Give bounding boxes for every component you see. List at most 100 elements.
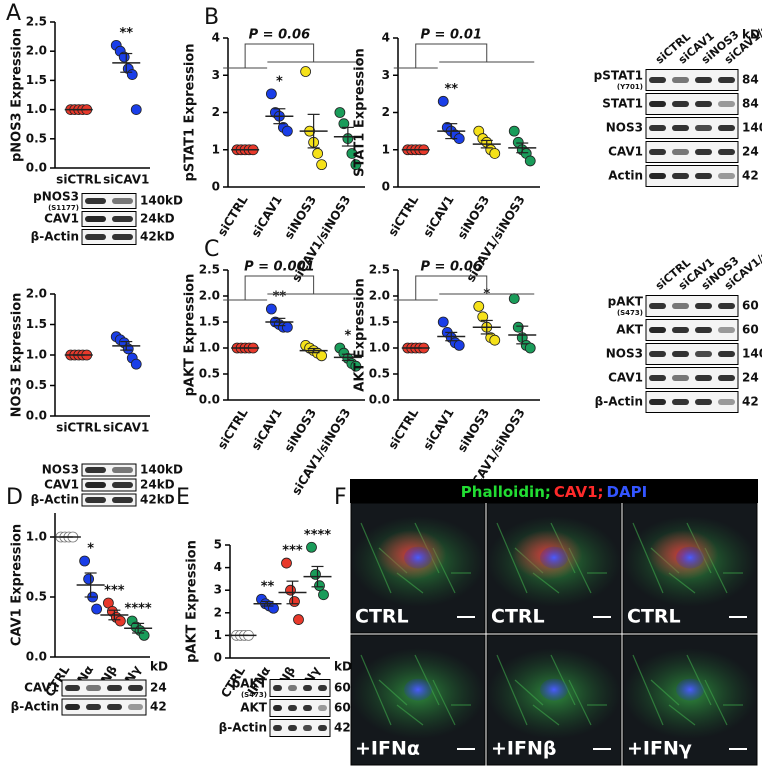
blot-label: CAV1 — [608, 371, 643, 385]
x-tick-label: siNOS3 — [455, 406, 493, 455]
y-tick-label: 2 — [214, 605, 222, 619]
blot-label: NOS3 — [42, 463, 79, 477]
x-tick-label: siCAV1 — [103, 173, 149, 187]
blot-size: 60 — [742, 323, 759, 337]
blot-size: 140kD — [140, 463, 183, 477]
blot-frame — [645, 165, 739, 187]
y-axis-label: NOS3 Expression — [10, 293, 25, 418]
data-point — [437, 95, 449, 107]
blot-frame — [645, 391, 739, 413]
blot-band — [112, 216, 133, 222]
y-axis-label: AKT Expression — [353, 278, 368, 391]
blot-frame — [269, 719, 331, 737]
y-tick-label: 1.5 — [26, 73, 47, 87]
error-bar — [311, 565, 324, 588]
blot-label: AKT — [240, 701, 268, 715]
blot-frame — [645, 93, 739, 115]
nucleus — [676, 546, 704, 569]
error-bar — [261, 600, 274, 607]
error-bar — [445, 123, 458, 140]
y-tick-label: 0.5 — [199, 367, 220, 381]
blot-band — [85, 234, 106, 240]
x-tick-label: siCAV1 — [249, 193, 285, 240]
significance-bracket — [393, 43, 535, 69]
blot-band — [303, 685, 312, 691]
actin-fiber — [514, 679, 544, 706]
blot-size: 24kD — [140, 212, 175, 226]
error-bar — [120, 340, 133, 351]
blot-band — [128, 704, 143, 710]
blot-band — [695, 101, 712, 107]
blot-band — [86, 685, 101, 691]
data-point — [314, 580, 325, 592]
actin-fiber — [704, 679, 728, 726]
panel-letter: E — [176, 485, 190, 510]
y-axis-label: pSTAT1 Expression — [183, 44, 198, 182]
blot-label: Actin — [608, 169, 643, 183]
error-bar — [480, 139, 493, 149]
error-bar — [516, 325, 529, 345]
data-point — [79, 555, 91, 567]
data-point — [281, 125, 293, 137]
x-tick-label: siCAV1 — [103, 421, 149, 435]
significance-bracket — [223, 275, 360, 301]
y-tick-label: 2 — [382, 105, 390, 119]
data-point — [91, 603, 103, 615]
data-point — [334, 107, 346, 118]
significance: ** — [261, 580, 275, 595]
blot-band — [649, 77, 666, 83]
data-point — [437, 316, 449, 328]
x-tick-label: siCTRL — [215, 406, 251, 452]
actin-fiber — [568, 679, 592, 726]
image-label: +IFNα — [355, 738, 420, 760]
y-tick-label: 0.0 — [26, 409, 47, 423]
blot-band — [112, 234, 133, 240]
significance: * — [87, 542, 94, 557]
y-tick-label: 1.0 — [26, 530, 47, 544]
blot-label: CAV1 — [24, 681, 59, 695]
significance: **** — [125, 602, 152, 617]
y-axis-label: CAV1 Expression — [10, 524, 25, 646]
blot-size: 140 — [742, 121, 762, 135]
blot-band — [718, 149, 735, 155]
blot-band — [718, 351, 735, 357]
data-point — [293, 614, 304, 625]
blot-size: 60 — [334, 701, 351, 715]
blot-frame — [81, 229, 137, 245]
blot-label: β-Actin — [11, 700, 59, 714]
error-bar — [307, 347, 320, 354]
blot-band — [718, 399, 735, 405]
panel-letter: F — [334, 485, 347, 510]
actin-fiber — [496, 522, 528, 594]
blot-frame — [61, 698, 147, 716]
blot-band — [65, 704, 80, 710]
y-tick-label: 2.5 — [199, 263, 220, 277]
blot-band — [672, 101, 689, 107]
blot-label: β-Actin — [31, 230, 79, 244]
panel-letter: C — [204, 237, 219, 262]
blot-frame — [645, 367, 739, 389]
data-point — [312, 148, 324, 159]
y-tick-label: 3 — [382, 68, 390, 82]
blot-band — [112, 482, 133, 488]
blot-band — [128, 685, 143, 691]
actin-fiber — [686, 654, 712, 706]
blot-size: 42 — [742, 395, 759, 409]
blot-size: 42 — [150, 700, 167, 714]
blot-band — [649, 303, 666, 309]
blot-size: 24 — [742, 371, 759, 385]
blot-label: pSTAT1 — [594, 69, 643, 83]
blot-frame — [61, 679, 147, 697]
data-point — [508, 125, 520, 137]
blot-band — [649, 173, 666, 179]
blot-band — [718, 173, 735, 179]
significance: * — [276, 74, 283, 89]
data-point — [289, 596, 300, 607]
blot-frame — [645, 117, 739, 139]
y-tick-label: 2.0 — [199, 289, 220, 303]
blot-label: CAV1 — [44, 478, 79, 492]
error-bar — [341, 126, 354, 147]
image-label: CTRL — [491, 606, 545, 628]
data-point — [83, 573, 95, 585]
blot-band — [649, 351, 666, 357]
